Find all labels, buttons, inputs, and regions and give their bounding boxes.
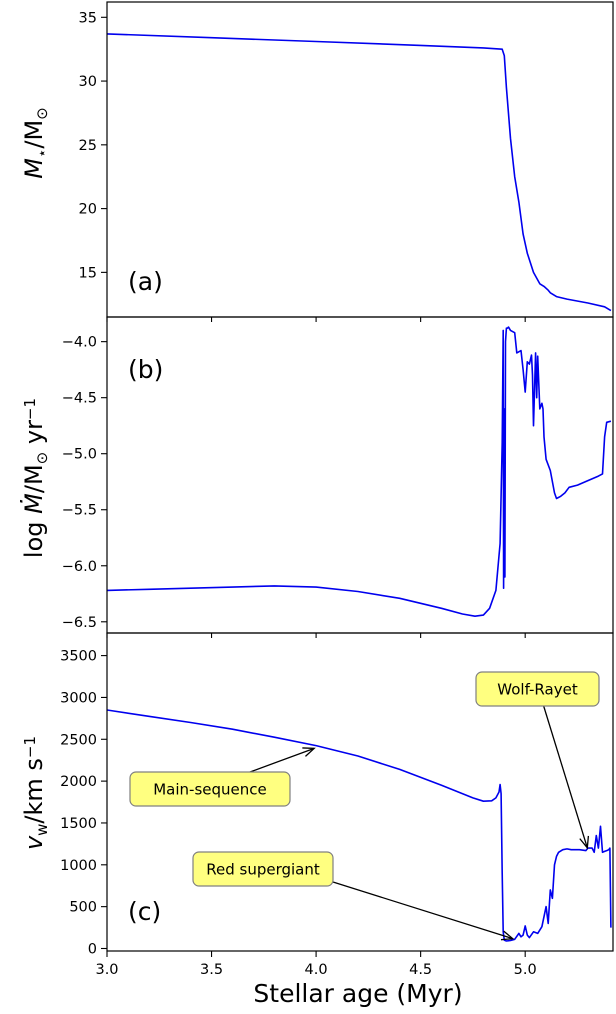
annotation-arrowhead — [579, 835, 590, 850]
annotation-label: Red supergiant — [206, 861, 320, 879]
annotation-arrow — [543, 705, 588, 849]
series-line — [107, 709, 612, 942]
y-axis-label: log Ṁ/M⊙ yr−1 — [19, 398, 51, 558]
axes-frame — [106, 632, 614, 952]
y-tick-label: 0 — [88, 941, 97, 957]
y-tick-label: −4.5 — [62, 391, 97, 407]
y-axis-label: vw/km s−1 — [20, 736, 51, 850]
y-tick-label: −6.0 — [62, 559, 97, 575]
x-tick-label: 4.5 — [409, 962, 432, 978]
panel-label: (c) — [128, 897, 161, 926]
y-tick-label: 20 — [79, 202, 97, 218]
x-tick-label: 3.5 — [200, 962, 223, 978]
y-tick-label: 1500 — [60, 816, 97, 832]
y-tick-label: −5.0 — [62, 447, 97, 463]
annotation-arrow — [332, 881, 514, 940]
y-tick-label: 3000 — [60, 690, 97, 706]
annotation-arrowhead — [500, 930, 515, 941]
y-tick-label: −4.0 — [62, 335, 97, 351]
x-tick-label: 3.0 — [95, 962, 118, 978]
y-tick-label: 15 — [79, 265, 97, 281]
y-tick-label: 30 — [79, 74, 97, 90]
y-tick-label: 25 — [79, 138, 97, 154]
annotation-label: Main-sequence — [153, 781, 267, 799]
y-tick-label: 3500 — [60, 649, 97, 665]
annotation-arrowhead — [302, 747, 316, 757]
annotation-arrow — [249, 747, 315, 773]
axes-frame — [106, 1, 614, 318]
y-tick-label: −5.5 — [62, 503, 97, 519]
x-tick-label: 4.0 — [305, 962, 328, 978]
y-tick-label: 1000 — [60, 858, 97, 874]
y-tick-label: −6.5 — [62, 615, 97, 631]
series-line — [107, 326, 612, 618]
y-tick-label: 2500 — [60, 732, 97, 748]
annotation-box — [129, 771, 291, 807]
x-axis-label: Stellar age (Myr) — [253, 979, 462, 1008]
annotation-box — [192, 851, 334, 887]
annotation-label: Wolf-Rayet — [497, 681, 578, 699]
y-tick-label: 35 — [79, 10, 97, 26]
series-line — [107, 33, 612, 312]
annotation-box — [475, 671, 600, 707]
panel-label: (a) — [128, 267, 163, 296]
y-axis-label: M⋆/M⊙ — [20, 107, 51, 178]
panel-b: −6.5 −6.0 −5.5 −5.0 −4.5 −4.0 (b) log Ṁ/M⊙ yr−1 — [19, 316, 614, 638]
panel-c: 0 500 1000 1500 2000 2500 3000 3500 3.0 3.5 4.0 4.5… — [20, 632, 614, 978]
panel-label: (b) — [128, 355, 163, 384]
x-tick-label: 5.0 — [514, 962, 537, 978]
panel-a: 15 20 25 30 35 (a) M⋆/M⊙ — [20, 1, 614, 322]
y-tick-label: 500 — [69, 900, 97, 916]
y-tick-label: 2000 — [60, 774, 97, 790]
